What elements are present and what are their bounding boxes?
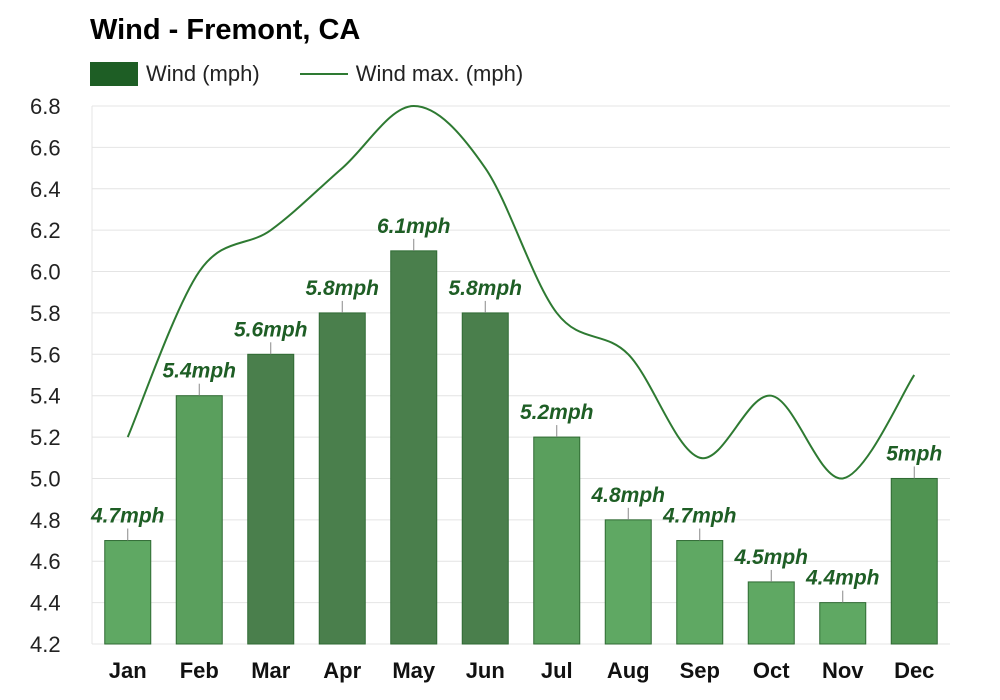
- grid-lines: [91, 105, 950, 645]
- legend-swatch-line: [299, 73, 348, 75]
- x-tick-label: Dec: [894, 658, 934, 683]
- legend-label-wind: Wind (mph): [146, 61, 260, 86]
- bar-jul: [533, 436, 581, 645]
- legend-item-wind-max: Wind max. (mph): [299, 61, 524, 87]
- y-tick-label: 6.0: [30, 260, 61, 285]
- y-tick-label: 5.0: [30, 466, 61, 491]
- y-tick-label: 4.4: [30, 591, 61, 616]
- bar-oct: [747, 581, 795, 645]
- data-label: 5.8mph: [305, 277, 379, 300]
- legend-item-wind: Wind (mph): [90, 61, 260, 87]
- y-tick-label: 5.6: [30, 342, 61, 367]
- x-tick-label: May: [392, 658, 436, 683]
- wind-max-line: [126, 104, 916, 480]
- y-tick-label: 4.6: [30, 549, 61, 574]
- data-label: 4.4mph: [805, 567, 880, 590]
- data-label: 5mph: [886, 442, 942, 465]
- data-label: 5.4mph: [162, 360, 236, 383]
- bar-aug: [604, 519, 652, 645]
- legend-swatch-bar: [90, 62, 138, 86]
- bar-feb: [175, 395, 223, 645]
- bar-may: [390, 250, 438, 645]
- legend: Wind (mph) Wind max. (mph): [90, 60, 523, 88]
- bar-sep: [676, 540, 724, 645]
- y-tick-label: 5.4: [30, 384, 61, 409]
- x-tick-label: Jul: [541, 658, 573, 683]
- data-label: 4.7mph: [90, 505, 165, 528]
- y-axis: 6.8 6.6 6.4 6.2 6.0 5.8 5.6 5.4 5.2 5.0 4.8 4.6 4.4 4…: [30, 94, 61, 657]
- x-tick-label: Mar: [251, 658, 291, 683]
- y-tick-label: 6.2: [30, 218, 61, 243]
- bar-apr: [318, 312, 366, 645]
- x-tick-label: Feb: [180, 658, 219, 683]
- bar-mar: [247, 353, 295, 645]
- chart-title: Wind - Fremont, CA: [90, 14, 361, 46]
- data-label: 5.2mph: [520, 401, 594, 424]
- data-label: 6.1mph: [377, 215, 451, 238]
- y-tick-label: 4.2: [30, 632, 61, 657]
- x-tick-label: Oct: [753, 658, 790, 683]
- y-tick-label: 6.6: [30, 135, 61, 160]
- x-tick-label: Sep: [680, 658, 720, 683]
- data-label: 5.6mph: [234, 318, 308, 341]
- legend-label-wind-max: Wind max. (mph): [355, 61, 524, 86]
- y-tick-label: 5.2: [30, 425, 61, 450]
- max-line: [126, 104, 916, 480]
- bar-jan: [104, 540, 152, 645]
- bars: [104, 250, 938, 645]
- data-label: 4.5mph: [733, 546, 808, 569]
- data-label: 4.8mph: [590, 484, 665, 507]
- bar-dec: [890, 477, 938, 645]
- data-label: 5.8mph: [448, 277, 522, 300]
- bar-nov: [819, 602, 867, 645]
- y-tick-label: 4.8: [30, 508, 61, 533]
- x-tick-label: Jan: [109, 658, 147, 683]
- bar-jun: [461, 312, 509, 645]
- x-tick-label: Jun: [466, 658, 505, 683]
- x-tick-label: Aug: [607, 658, 650, 683]
- y-tick-label: 6.4: [30, 177, 61, 202]
- y-tick-label: 5.8: [30, 301, 61, 326]
- y-tick-label: 6.8: [30, 94, 61, 119]
- x-tick-label: Nov: [822, 658, 864, 683]
- data-labels: 4.7mph 5.4mph 5.6mph 5.8mph 6.1mph 5.8mph 5.2m…: [90, 215, 942, 603]
- x-axis: Jan Feb Mar Apr May Jun Jul Aug Sep Oct Nov Dec: [109, 658, 935, 683]
- x-tick-label: Apr: [323, 658, 361, 683]
- data-label: 4.7mph: [662, 505, 737, 528]
